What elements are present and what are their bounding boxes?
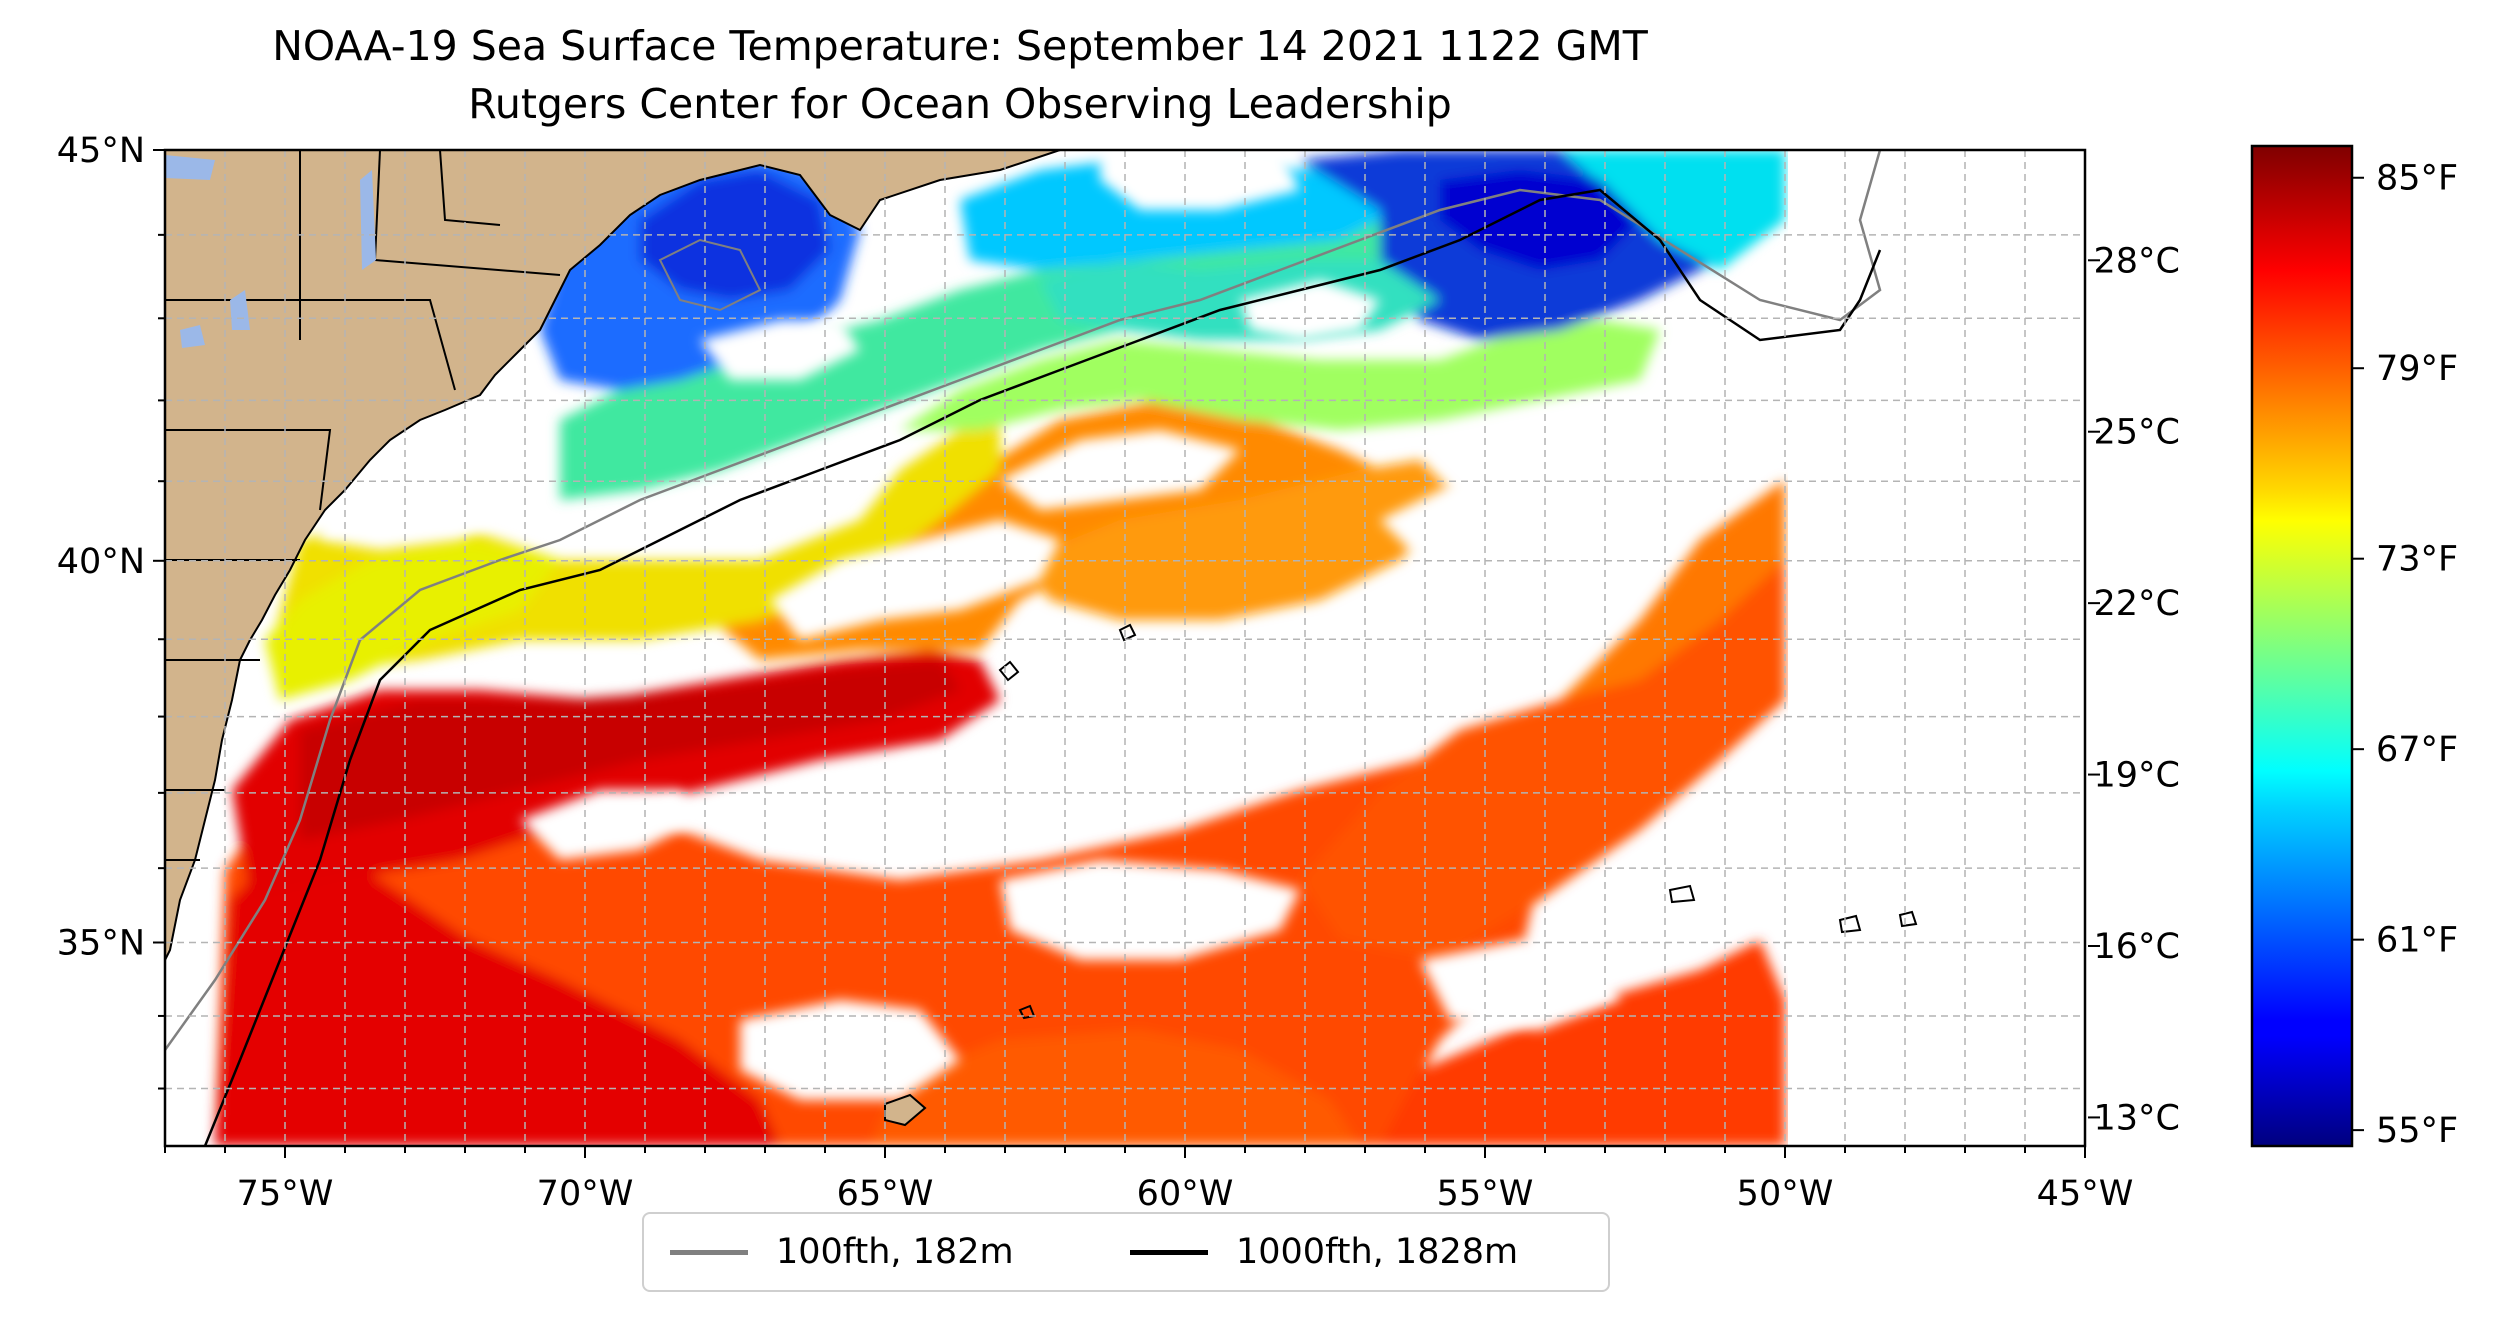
axis-ticks	[153, 149, 2086, 1158]
colorbar-celsius-axis: 13°C 16°C 19°C 22°C 25°C 28°C	[2088, 241, 2180, 1138]
land-north-america	[165, 150, 1061, 961]
legend-label-1000fth: 1000fth, 1828m	[1236, 1232, 1519, 1272]
sst-southeast	[1380, 940, 1785, 1146]
colorbar-f-label: 67°F	[2376, 730, 2458, 770]
cloud-8	[1420, 940, 1620, 1030]
colorbar: 55°F 61°F 67°F 73°F 79°F 85°F 13°C 16°C 19°C 22°…	[2088, 144, 2458, 1151]
colorbar-c-label: 22°C	[2094, 584, 2180, 624]
sst-northeast-deep	[1440, 170, 1640, 270]
isobath-100fth-gulf-of-maine	[658, 238, 762, 312]
colorbar-fahrenheit-axis: 55°F 61°F 67°F 73°F 79°F 85°F	[2352, 159, 2458, 1151]
colorbar-c-label: 13°C	[2094, 1098, 2180, 1138]
sst-mid-green	[900, 320, 1660, 430]
gridlines	[165, 150, 2085, 1146]
lat-tick-label: 45°N	[57, 131, 145, 171]
legend-item-100fth: 100fth, 182m	[670, 1214, 1014, 1290]
legend: 100fth, 182m 1000fth, 1828m	[642, 1212, 1610, 1292]
legend-item-1000fth: 1000fth, 1828m	[1130, 1214, 1518, 1290]
cloud-4	[1380, 440, 1620, 560]
cloud-1	[770, 520, 1060, 640]
cloud-3	[1000, 430, 1240, 510]
lon-tick-label: 45°W	[2037, 1174, 2134, 1214]
colorbar-f-label: 55°F	[2376, 1111, 2458, 1151]
colorbar-f-label: 85°F	[2376, 159, 2458, 199]
sst-map	[165, 150, 2085, 1146]
isobath-1000fth	[203, 188, 1882, 1146]
page-subtitle: Rutgers Center for Ocean Observing Leade…	[468, 80, 1452, 128]
cloud-7	[520, 790, 700, 860]
legend-swatch-100fth	[670, 1249, 748, 1255]
sst-shelf-yellow	[265, 540, 560, 700]
colorbar-gradient	[2250, 144, 2354, 1148]
lon-tick-label: 55°W	[1437, 1174, 1534, 1214]
seamounts	[998, 623, 1918, 1020]
lon-tick-label: 75°W	[237, 1174, 334, 1214]
colorbar-f-label: 73°F	[2376, 540, 2458, 580]
legend-swatch-1000fth	[1130, 1249, 1208, 1255]
colorbar-c-label: 28°C	[2094, 241, 2180, 281]
lon-tick-label: 70°W	[537, 1174, 634, 1214]
longitude-tick-labels: 75°W 70°W 65°W 60°W 55°W 50°W 45°W	[237, 1174, 2134, 1214]
colorbar-f-label: 79°F	[2376, 349, 2458, 389]
no-data-east	[1788, 150, 2085, 1146]
sst-southwest-hot	[215, 830, 780, 1146]
page-title: NOAA-19 Sea Surface Temperature: Septemb…	[272, 22, 1648, 70]
colorbar-c-label: 25°C	[2094, 413, 2180, 453]
cloud-10	[700, 320, 860, 380]
colorbar-c-label: 19°C	[2094, 756, 2180, 796]
lakes	[165, 155, 376, 348]
latitude-tick-labels: 35°N 40°N 45°N	[57, 131, 145, 964]
lon-tick-label: 65°W	[837, 1174, 934, 1214]
cloud-2	[320, 470, 520, 550]
lon-tick-label: 60°W	[1137, 1174, 1234, 1214]
sst-east-patches	[1300, 520, 1785, 960]
cloud-9	[1100, 150, 1300, 210]
sst-east-orange	[1020, 460, 1460, 620]
cloud-6	[1000, 860, 1300, 960]
cloud-mask	[320, 150, 1620, 1100]
colorbar-f-label: 61°F	[2376, 921, 2458, 961]
legend-label-100fth: 100fth, 182m	[776, 1232, 1014, 1272]
cloud-5	[900, 730, 1240, 810]
cloud-12	[740, 1000, 960, 1100]
lat-tick-label: 40°N	[57, 542, 145, 582]
lat-tick-label: 35°N	[57, 924, 145, 964]
state-borders	[165, 150, 561, 861]
lon-tick-label: 50°W	[1737, 1174, 1834, 1214]
colorbar-c-label: 16°C	[2094, 927, 2180, 967]
sst-field	[215, 150, 1785, 1146]
islands	[884, 1093, 927, 1127]
sst-labrador-cyan	[1560, 150, 1785, 270]
sst-east-warm	[1560, 480, 1785, 700]
